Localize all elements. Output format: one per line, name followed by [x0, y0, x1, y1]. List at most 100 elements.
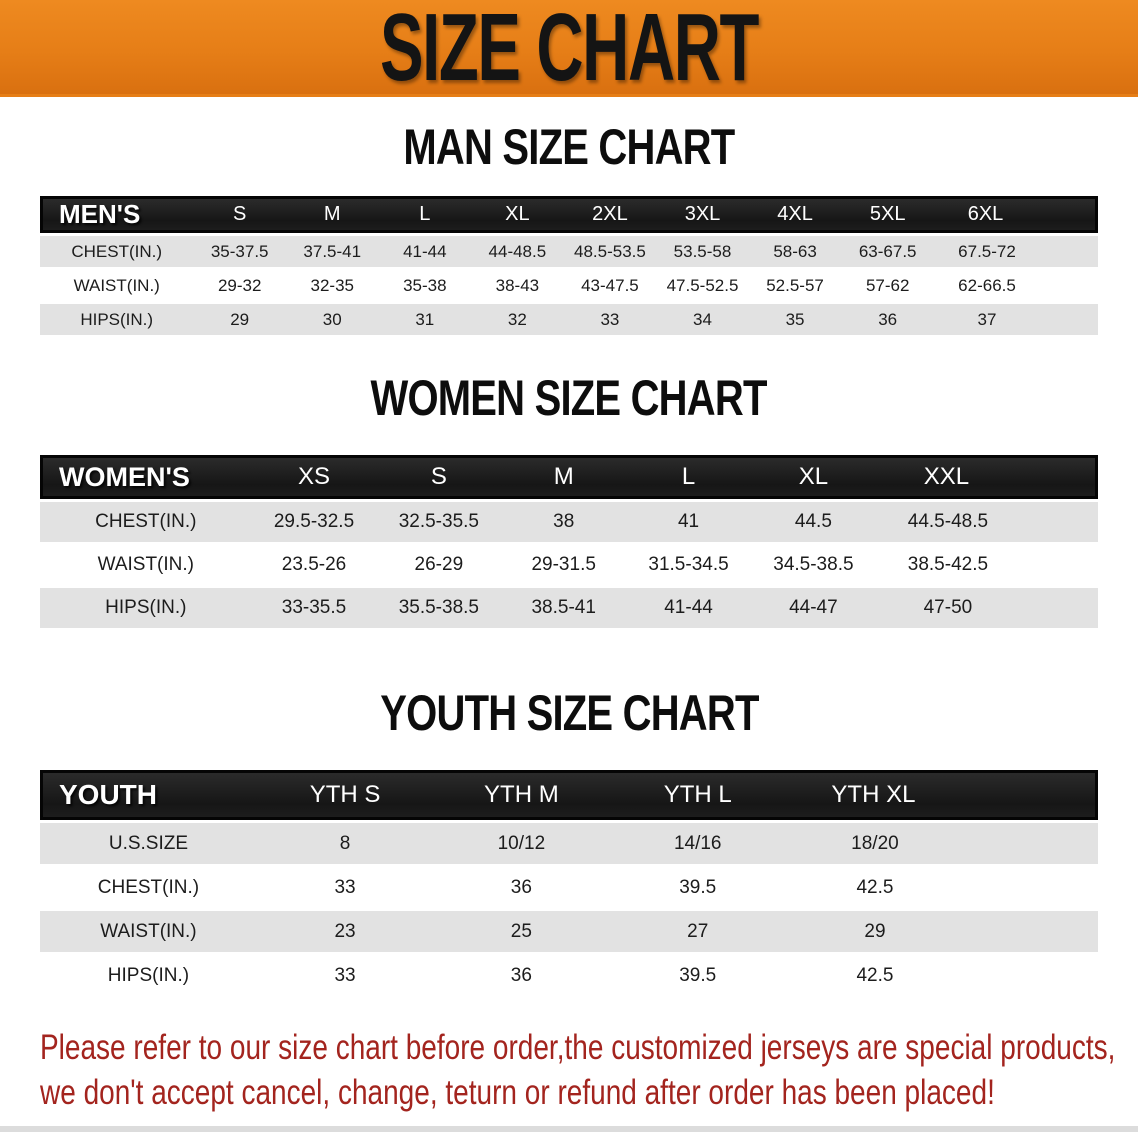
mens-size-table-wrap: MEN'S S M L XL 2XL 3XL 4XL 5XL 6XL CHEST(IN.) 35-3… — [0, 193, 1138, 338]
womens-size-table-wrap: WOMEN'S XS S M L XL XXL CHEST(IN.) 29.5-32.5 32.… — [0, 452, 1138, 631]
size-value-cell: 58-63 — [748, 236, 842, 267]
size-column-header: L — [378, 196, 472, 233]
size-value-cell: 39.5 — [609, 867, 786, 908]
measurement-row-label: HIPS(IN.) — [40, 588, 252, 628]
youth-size-table: YOUTH YTH S YTH M YTH L YTH XL U.S.SIZE 8 10/1… — [40, 767, 1098, 999]
size-value-cell: 38-43 — [471, 270, 564, 301]
size-value-cell: 29 — [193, 304, 286, 335]
size-value-cell: 67.5-72 — [934, 236, 1098, 267]
size-value-cell: 43-47.5 — [563, 270, 657, 301]
table-row: CHEST(IN.) 29.5-32.5 32.5-35.5 38 41 44.5 44.5… — [40, 502, 1098, 542]
size-column-header: XL — [750, 455, 876, 499]
table-row: HIPS(IN.) 33-35.5 35.5-38.5 38.5-41 41-44 44-… — [40, 588, 1098, 628]
size-value-cell: 38.5-42.5 — [875, 545, 1098, 585]
table-row: WAIST(IN.) 23.5-26 26-29 29-31.5 31.5-34.5 34… — [40, 545, 1098, 585]
youth-table-header-row: YOUTH YTH S YTH M YTH L YTH XL — [40, 770, 1098, 820]
size-column-header: YTH M — [433, 770, 610, 820]
size-column-header: YTH XL — [785, 770, 1098, 820]
size-column-header: L — [626, 455, 751, 499]
measurement-row-label: CHEST(IN.) — [40, 502, 252, 542]
man-size-chart-heading-text: MAN SIZE CHART — [403, 119, 735, 175]
size-value-cell: 35.5-38.5 — [376, 588, 502, 628]
size-value-cell: 35-37.5 — [193, 236, 286, 267]
order-disclaimer: Please refer to our size chart before or… — [40, 1025, 1138, 1115]
size-value-cell: 31 — [378, 304, 472, 335]
size-value-cell: 42.5 — [785, 867, 1098, 908]
table-row: CHEST(IN.) 35-37.5 37.5-41 41-44 44-48.5 48.5… — [40, 236, 1098, 267]
size-column-header: 2XL — [563, 196, 657, 233]
size-value-cell: 26-29 — [376, 545, 502, 585]
size-value-cell: 32.5-35.5 — [376, 502, 502, 542]
mens-size-table: MEN'S S M L XL 2XL 3XL 4XL 5XL 6XL CHEST(IN.) 35-3… — [40, 193, 1098, 338]
size-column-header: M — [501, 455, 627, 499]
measurement-row-label: HIPS(IN.) — [40, 955, 257, 996]
size-column-header: XXL — [875, 455, 1098, 499]
size-column-header: 6XL — [934, 196, 1098, 233]
bottom-divider — [0, 1126, 1138, 1132]
size-value-cell: 41-44 — [378, 236, 472, 267]
size-value-cell: 35 — [748, 304, 842, 335]
measurement-row-label: WAIST(IN.) — [40, 911, 257, 952]
size-value-cell: 33 — [256, 955, 434, 996]
size-value-cell: 63-67.5 — [841, 236, 935, 267]
size-column-header: S — [376, 455, 502, 499]
size-value-cell: 36 — [433, 867, 610, 908]
size-value-cell: 44.5-48.5 — [875, 502, 1098, 542]
size-value-cell: 37.5-41 — [285, 236, 379, 267]
size-value-cell: 48.5-53.5 — [563, 236, 657, 267]
measurement-row-label: WAIST(IN.) — [40, 270, 194, 301]
size-value-cell: 37 — [934, 304, 1098, 335]
table-row: HIPS(IN.) 29 30 31 32 33 34 35 36 37 — [40, 304, 1098, 335]
size-value-cell: 41-44 — [626, 588, 751, 628]
size-column-header: XS — [251, 455, 377, 499]
size-value-cell: 38 — [501, 502, 627, 542]
table-corner-label: YOUTH — [40, 770, 257, 820]
size-value-cell: 33-35.5 — [251, 588, 377, 628]
size-value-cell: 32 — [471, 304, 564, 335]
youth-size-chart-heading: YOUTH SIZE CHART — [0, 687, 1138, 739]
size-column-header: XL — [471, 196, 564, 233]
size-value-cell: 27 — [609, 911, 786, 952]
table-row: U.S.SIZE 8 10/12 14/16 18/20 — [40, 823, 1098, 864]
disclaimer-line-2: we don't accept cancel, change, teturn o… — [40, 1073, 995, 1112]
measurement-row-label: U.S.SIZE — [40, 823, 257, 864]
size-value-cell: 38.5-41 — [501, 588, 627, 628]
table-corner-label: MEN'S — [40, 196, 194, 233]
size-value-cell: 14/16 — [609, 823, 786, 864]
size-value-cell: 8 — [256, 823, 434, 864]
size-value-cell: 33 — [563, 304, 657, 335]
size-column-header: 3XL — [656, 196, 749, 233]
size-value-cell: 44.5 — [750, 502, 876, 542]
size-value-cell: 18/20 — [785, 823, 1098, 864]
mens-table-header-row: MEN'S S M L XL 2XL 3XL 4XL 5XL 6XL — [40, 196, 1098, 233]
size-value-cell: 34 — [656, 304, 749, 335]
size-value-cell: 47.5-52.5 — [656, 270, 749, 301]
table-corner-label: WOMEN'S — [40, 455, 252, 499]
size-value-cell: 41 — [626, 502, 751, 542]
size-column-header: YTH S — [256, 770, 434, 820]
size-value-cell: 33 — [256, 867, 434, 908]
size-value-cell: 44-48.5 — [471, 236, 564, 267]
banner-title: SIZE CHART — [379, 0, 759, 97]
size-value-cell: 29.5-32.5 — [251, 502, 377, 542]
measurement-row-label: HIPS(IN.) — [40, 304, 194, 335]
measurement-row-label: CHEST(IN.) — [40, 236, 194, 267]
size-value-cell: 39.5 — [609, 955, 786, 996]
size-value-cell: 30 — [285, 304, 379, 335]
size-value-cell: 62-66.5 — [934, 270, 1098, 301]
size-value-cell: 36 — [433, 955, 610, 996]
size-column-header: S — [193, 196, 286, 233]
table-row: CHEST(IN.) 33 36 39.5 42.5 — [40, 867, 1098, 908]
size-value-cell: 29-31.5 — [501, 545, 627, 585]
women-size-chart-heading-text: WOMEN SIZE CHART — [370, 370, 768, 426]
measurement-row-label: WAIST(IN.) — [40, 545, 252, 585]
man-size-chart-heading: MAN SIZE CHART — [0, 121, 1138, 173]
size-column-header: M — [285, 196, 379, 233]
size-chart-banner: SIZE CHART — [0, 0, 1138, 97]
size-column-header: 5XL — [841, 196, 935, 233]
size-value-cell: 29-32 — [193, 270, 286, 301]
size-value-cell: 36 — [841, 304, 935, 335]
size-column-header: 4XL — [748, 196, 842, 233]
size-value-cell: 57-62 — [841, 270, 935, 301]
